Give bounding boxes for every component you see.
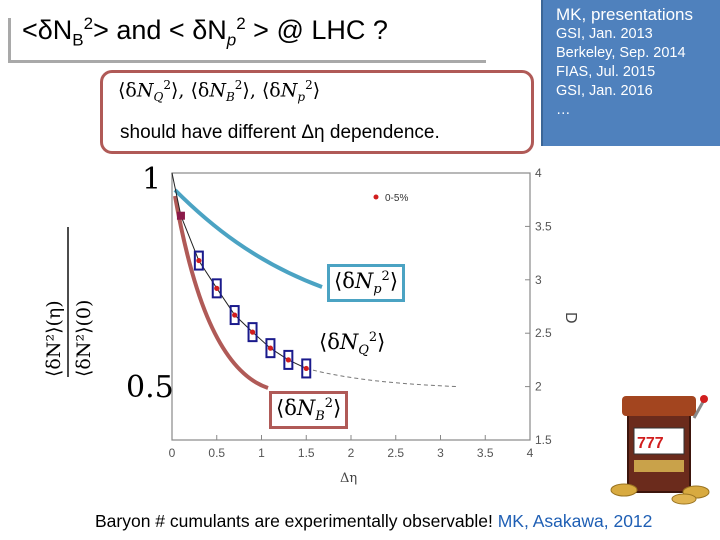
np-label: ⟨δNp2⟩ [327, 264, 406, 303]
x-tick-label: 1.5 [298, 446, 315, 460]
data-point [249, 329, 256, 335]
legend-label: 0-5% [385, 193, 408, 204]
y-axis-ratio-label: ⟨δN²⟩(η) ⟨δN²⟩(0) [43, 227, 95, 377]
presentation-item: FIAS, Jul. 2015 [556, 64, 656, 80]
data-error-box [211, 278, 222, 299]
data-error-box [247, 322, 258, 343]
claim-text: should have different Δη dependence. [120, 122, 440, 143]
svg-text:⟨δN²⟩(η): ⟨δN²⟩(η) [43, 300, 65, 377]
y-tick-label: 2 [535, 380, 542, 394]
np-curve [173, 188, 323, 289]
svg-text:⟨δN²⟩(0): ⟨δN²⟩(0) [73, 300, 95, 377]
data-error-box [283, 349, 294, 370]
right-axis-title: D [562, 312, 579, 324]
presentation-item: Berkeley, Sep. 2014 [556, 45, 686, 61]
x-tick-label: 1 [258, 446, 265, 460]
claim-formula: ⟨δNQ2⟩, ⟨δNB2⟩, ⟨δNp2⟩ [118, 78, 321, 105]
data-point [232, 312, 238, 318]
x-tick-label: 0 [169, 446, 176, 460]
x-tick-label: 2.5 [387, 446, 404, 460]
data-point [196, 257, 202, 264]
slide-title: <δNB2> and < δNp2 > @ LHC ? [22, 14, 388, 50]
presentations-title: MK, presentations [556, 5, 694, 24]
data-point [303, 365, 309, 372]
svg-text:777: 777 [637, 435, 664, 452]
data-point [214, 285, 220, 291]
y-tick-label: 2.5 [535, 326, 552, 340]
nb-label: ⟨δNB2⟩ [269, 391, 349, 430]
footer-reference: MK, Asakawa, 2012 [497, 511, 653, 531]
x-tick-label: 4 [527, 446, 534, 460]
y-label-one: 1 [142, 162, 162, 197]
y-label-half: 0.5 [126, 370, 174, 405]
plot-frame [171, 172, 531, 441]
presentation-item: GSI, Jan. 2016 [556, 83, 653, 99]
x-tick-label: 3.5 [477, 446, 494, 460]
data-error-box [265, 338, 276, 359]
data-point [267, 345, 274, 351]
x-tick-label: 0.5 [208, 446, 225, 460]
x-axis-title: Δη [340, 471, 357, 486]
data-points [176, 211, 312, 379]
legend-marker [373, 194, 379, 200]
data-error-box [229, 305, 240, 326]
title-underline [8, 60, 486, 63]
slot-machine-image: 777 [610, 395, 710, 505]
data-point [285, 357, 291, 363]
footer-text: Baryon # cumulants are experimentally ob… [95, 511, 653, 531]
data-point [176, 211, 185, 220]
y-tick-label: 3 [535, 273, 542, 287]
title-left-rule [8, 18, 11, 62]
presentation-item: GSI, Jan. 2013 [556, 26, 653, 42]
y-tick-label: 1.5 [535, 433, 552, 447]
fit-line-extrapolation [306, 367, 459, 388]
y-tick-label: 4 [535, 166, 542, 180]
x-tick-label: 3 [437, 446, 444, 460]
nb-curve [173, 195, 269, 390]
presentation-item: … [556, 102, 571, 118]
presentations-panel: MK, presentations GSI, Jan. 2013 Berkele… [541, 0, 720, 146]
data-error-box [193, 250, 204, 271]
x-tick-label: 2 [348, 446, 355, 460]
y-ticks: 4 3.5 3 2.5 2 1.5 [525, 166, 552, 447]
data-error-box [301, 358, 312, 379]
x-ticks: 0 0.5 1 1.5 2 2.5 3 3.5 4 [169, 435, 534, 460]
claim-box [100, 70, 534, 154]
y-tick-label: 3.5 [535, 219, 552, 233]
nq-label: ⟨δNQ2⟩ [319, 330, 386, 359]
